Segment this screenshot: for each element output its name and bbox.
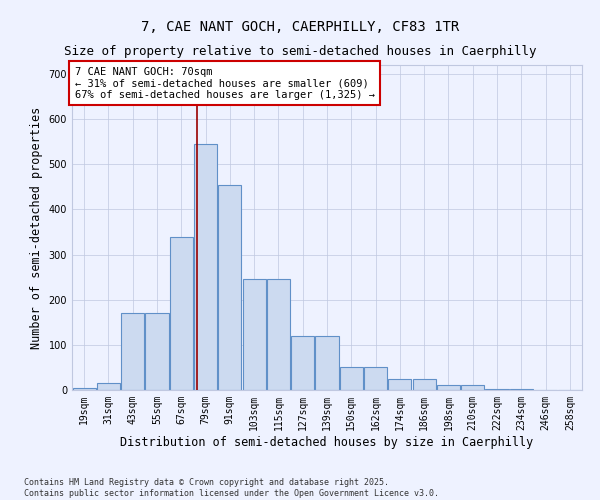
- Text: Size of property relative to semi-detached houses in Caerphilly: Size of property relative to semi-detach…: [64, 45, 536, 58]
- Bar: [413, 378, 436, 390]
- Bar: [218, 184, 241, 390]
- Bar: [461, 386, 484, 390]
- Bar: [194, 144, 217, 390]
- Bar: [291, 336, 314, 390]
- Text: 7, CAE NANT GOCH, CAERPHILLY, CF83 1TR: 7, CAE NANT GOCH, CAERPHILLY, CF83 1TR: [141, 20, 459, 34]
- X-axis label: Distribution of semi-detached houses by size in Caerphilly: Distribution of semi-detached houses by …: [121, 436, 533, 448]
- Bar: [316, 336, 338, 390]
- Bar: [97, 383, 120, 390]
- Bar: [485, 389, 509, 390]
- Bar: [73, 388, 95, 390]
- Bar: [145, 314, 169, 390]
- Text: 7 CAE NANT GOCH: 70sqm
← 31% of semi-detached houses are smaller (609)
67% of se: 7 CAE NANT GOCH: 70sqm ← 31% of semi-det…: [74, 66, 374, 100]
- Bar: [242, 280, 266, 390]
- Bar: [388, 378, 412, 390]
- Bar: [437, 386, 460, 390]
- Bar: [121, 314, 144, 390]
- Bar: [364, 368, 387, 390]
- Text: Contains HM Land Registry data © Crown copyright and database right 2025.
Contai: Contains HM Land Registry data © Crown c…: [24, 478, 439, 498]
- Bar: [170, 236, 193, 390]
- Bar: [510, 389, 533, 390]
- Y-axis label: Number of semi-detached properties: Number of semi-detached properties: [30, 106, 43, 348]
- Bar: [267, 280, 290, 390]
- Bar: [340, 368, 363, 390]
